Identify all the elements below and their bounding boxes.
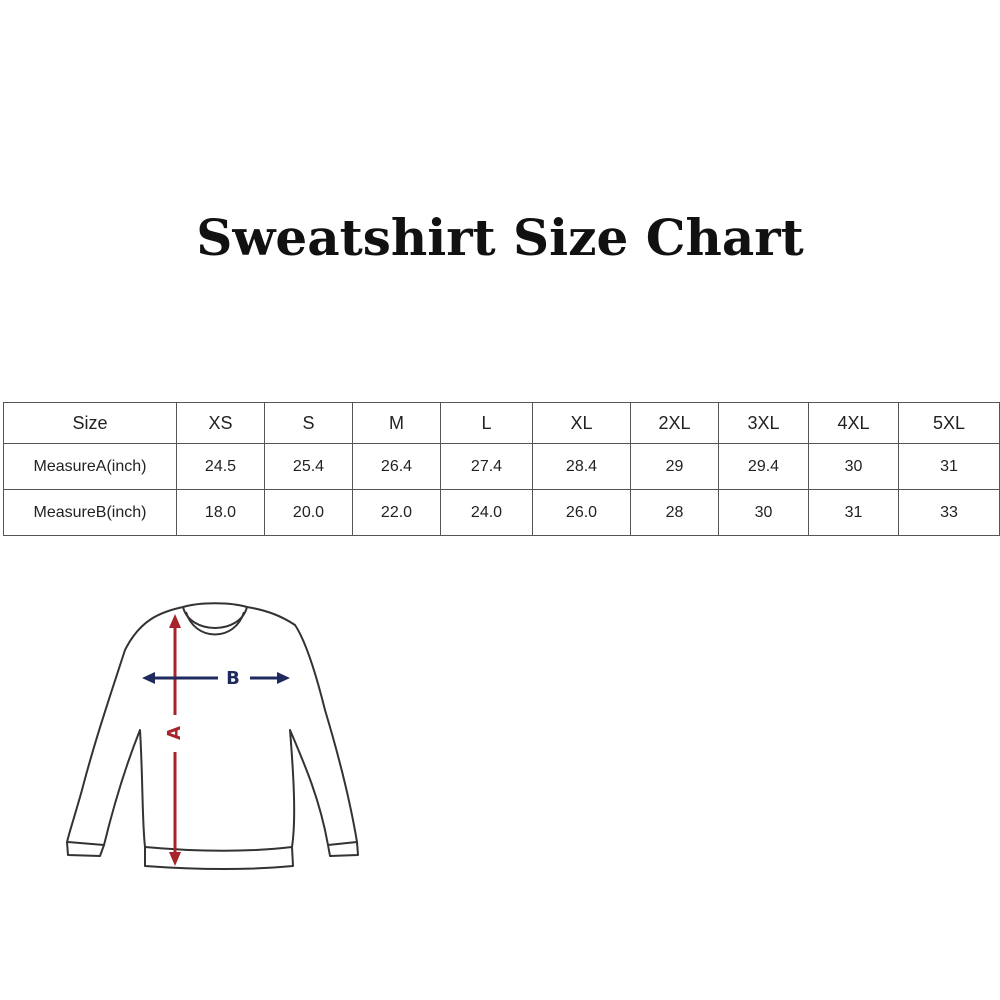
table-cell: 22.0 (352, 489, 441, 536)
table-header-row: Size XS S M L XL 2XL 3XL 4XL 5XL (3, 402, 1000, 444)
table-cell: 28 (630, 489, 719, 536)
page-title: Sweatshirt Size Chart (196, 208, 804, 267)
size-table: Size XS S M L XL 2XL 3XL 4XL 5XL Measure… (3, 402, 1000, 536)
table-cell: 26.4 (352, 443, 441, 490)
table-cell: 18.0 (176, 489, 265, 536)
header-cell: XS (176, 402, 265, 444)
table-cell: 33 (898, 489, 1000, 536)
table-cell: 24.0 (440, 489, 533, 536)
table-cell: 31 (808, 489, 899, 536)
header-cell: Size (3, 402, 177, 444)
measure-a-arrow (169, 614, 181, 866)
table-cell: 26.0 (532, 489, 631, 536)
table-cell: 31 (898, 443, 1000, 490)
header-cell: S (264, 402, 353, 444)
table-cell: 30 (808, 443, 899, 490)
header-cell: 2XL (630, 402, 719, 444)
table-cell: 28.4 (532, 443, 631, 490)
table-cell: 27.4 (440, 443, 533, 490)
header-cell: 5XL (898, 402, 1000, 444)
measure-b-arrow (142, 672, 290, 684)
row-label: MeasureB(inch) (3, 489, 177, 536)
row-label: MeasureA(inch) (3, 443, 177, 490)
measure-a-label: A (164, 726, 185, 740)
table-row: MeasureB(inch) 18.0 20.0 22.0 24.0 26.0 … (3, 489, 1000, 536)
measure-b-label: B (226, 668, 240, 689)
table-cell: 30 (718, 489, 809, 536)
header-cell: L (440, 402, 533, 444)
header-cell: 3XL (718, 402, 809, 444)
sweatshirt-outline (66, 602, 359, 870)
table-cell: 20.0 (264, 489, 353, 536)
